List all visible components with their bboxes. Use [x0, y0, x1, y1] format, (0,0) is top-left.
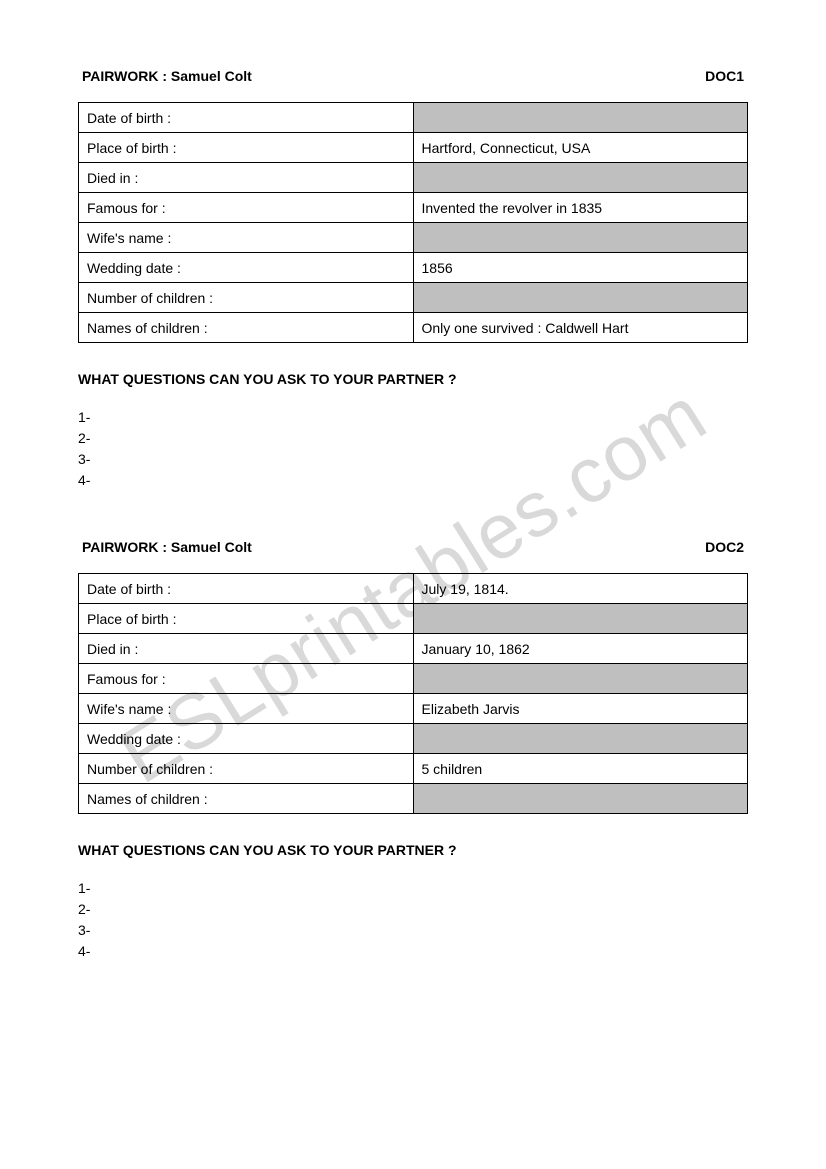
- row-label: Number of children :: [79, 754, 414, 784]
- table-row: Names of children :: [79, 784, 748, 814]
- row-label: Wedding date :: [79, 724, 414, 754]
- doc1-table: Date of birth :Place of birth :Hartford,…: [78, 102, 748, 343]
- row-value: [413, 664, 748, 694]
- row-value: 5 children: [413, 754, 748, 784]
- question-line: 4-: [78, 470, 748, 491]
- table-row: Famous for :: [79, 664, 748, 694]
- row-value: [413, 724, 748, 754]
- table-row: Wedding date :: [79, 724, 748, 754]
- table-row: Names of children :Only one survived : C…: [79, 313, 748, 343]
- doc2-table-body: Date of birth :July 19, 1814.Place of bi…: [79, 574, 748, 814]
- row-value: [413, 604, 748, 634]
- doc1-table-body: Date of birth :Place of birth :Hartford,…: [79, 103, 748, 343]
- doc1-section: PAIRWORK : Samuel Colt DOC1 Date of birt…: [78, 68, 748, 491]
- row-value: January 10, 1862: [413, 634, 748, 664]
- question-line: 3-: [78, 920, 748, 941]
- doc2-header: PAIRWORK : Samuel Colt DOC2: [78, 539, 748, 555]
- table-row: Date of birth :July 19, 1814.: [79, 574, 748, 604]
- doc2-section: PAIRWORK : Samuel Colt DOC2 Date of birt…: [78, 539, 748, 962]
- table-row: Wife's name :: [79, 223, 748, 253]
- row-label: Names of children :: [79, 784, 414, 814]
- question-line: 1-: [78, 407, 748, 428]
- row-label: Died in :: [79, 634, 414, 664]
- row-label: Wedding date :: [79, 253, 414, 283]
- row-label: Wife's name :: [79, 694, 414, 724]
- table-row: Number of children :5 children: [79, 754, 748, 784]
- table-row: Died in :: [79, 163, 748, 193]
- doc2-question-list: 1-2-3-4-: [78, 878, 748, 962]
- row-label: Names of children :: [79, 313, 414, 343]
- row-label: Died in :: [79, 163, 414, 193]
- row-value: [413, 784, 748, 814]
- doc1-header-right: DOC1: [705, 68, 744, 84]
- table-row: Place of birth :Hartford, Connecticut, U…: [79, 133, 748, 163]
- question-line: 2-: [78, 899, 748, 920]
- row-value: Hartford, Connecticut, USA: [413, 133, 748, 163]
- doc2-table: Date of birth :July 19, 1814.Place of bi…: [78, 573, 748, 814]
- table-row: Died in :January 10, 1862: [79, 634, 748, 664]
- question-line: 4-: [78, 941, 748, 962]
- row-value: 1856: [413, 253, 748, 283]
- row-value: Elizabeth Jarvis: [413, 694, 748, 724]
- row-label: Famous for :: [79, 193, 414, 223]
- doc1-question-list: 1-2-3-4-: [78, 407, 748, 491]
- doc1-questions-title: WHAT QUESTIONS CAN YOU ASK TO YOUR PARTN…: [78, 371, 748, 387]
- table-row: Wedding date :1856: [79, 253, 748, 283]
- row-value: Only one survived : Caldwell Hart: [413, 313, 748, 343]
- table-row: Date of birth :: [79, 103, 748, 133]
- row-label: Place of birth :: [79, 133, 414, 163]
- row-label: Wife's name :: [79, 223, 414, 253]
- row-value: [413, 223, 748, 253]
- doc2-header-right: DOC2: [705, 539, 744, 555]
- doc2-questions-title: WHAT QUESTIONS CAN YOU ASK TO YOUR PARTN…: [78, 842, 748, 858]
- row-value: [413, 103, 748, 133]
- row-value: July 19, 1814.: [413, 574, 748, 604]
- row-value: [413, 283, 748, 313]
- row-label: Date of birth :: [79, 103, 414, 133]
- table-row: Number of children :: [79, 283, 748, 313]
- doc1-header: PAIRWORK : Samuel Colt DOC1: [78, 68, 748, 84]
- table-row: Wife's name :Elizabeth Jarvis: [79, 694, 748, 724]
- table-row: Place of birth :: [79, 604, 748, 634]
- doc2-header-left: PAIRWORK : Samuel Colt: [82, 539, 252, 555]
- row-value: [413, 163, 748, 193]
- doc1-header-left: PAIRWORK : Samuel Colt: [82, 68, 252, 84]
- table-row: Famous for :Invented the revolver in 183…: [79, 193, 748, 223]
- page-content: PAIRWORK : Samuel Colt DOC1 Date of birt…: [78, 68, 748, 962]
- row-label: Place of birth :: [79, 604, 414, 634]
- row-label: Famous for :: [79, 664, 414, 694]
- row-label: Number of children :: [79, 283, 414, 313]
- question-line: 1-: [78, 878, 748, 899]
- question-line: 3-: [78, 449, 748, 470]
- question-line: 2-: [78, 428, 748, 449]
- row-value: Invented the revolver in 1835: [413, 193, 748, 223]
- row-label: Date of birth :: [79, 574, 414, 604]
